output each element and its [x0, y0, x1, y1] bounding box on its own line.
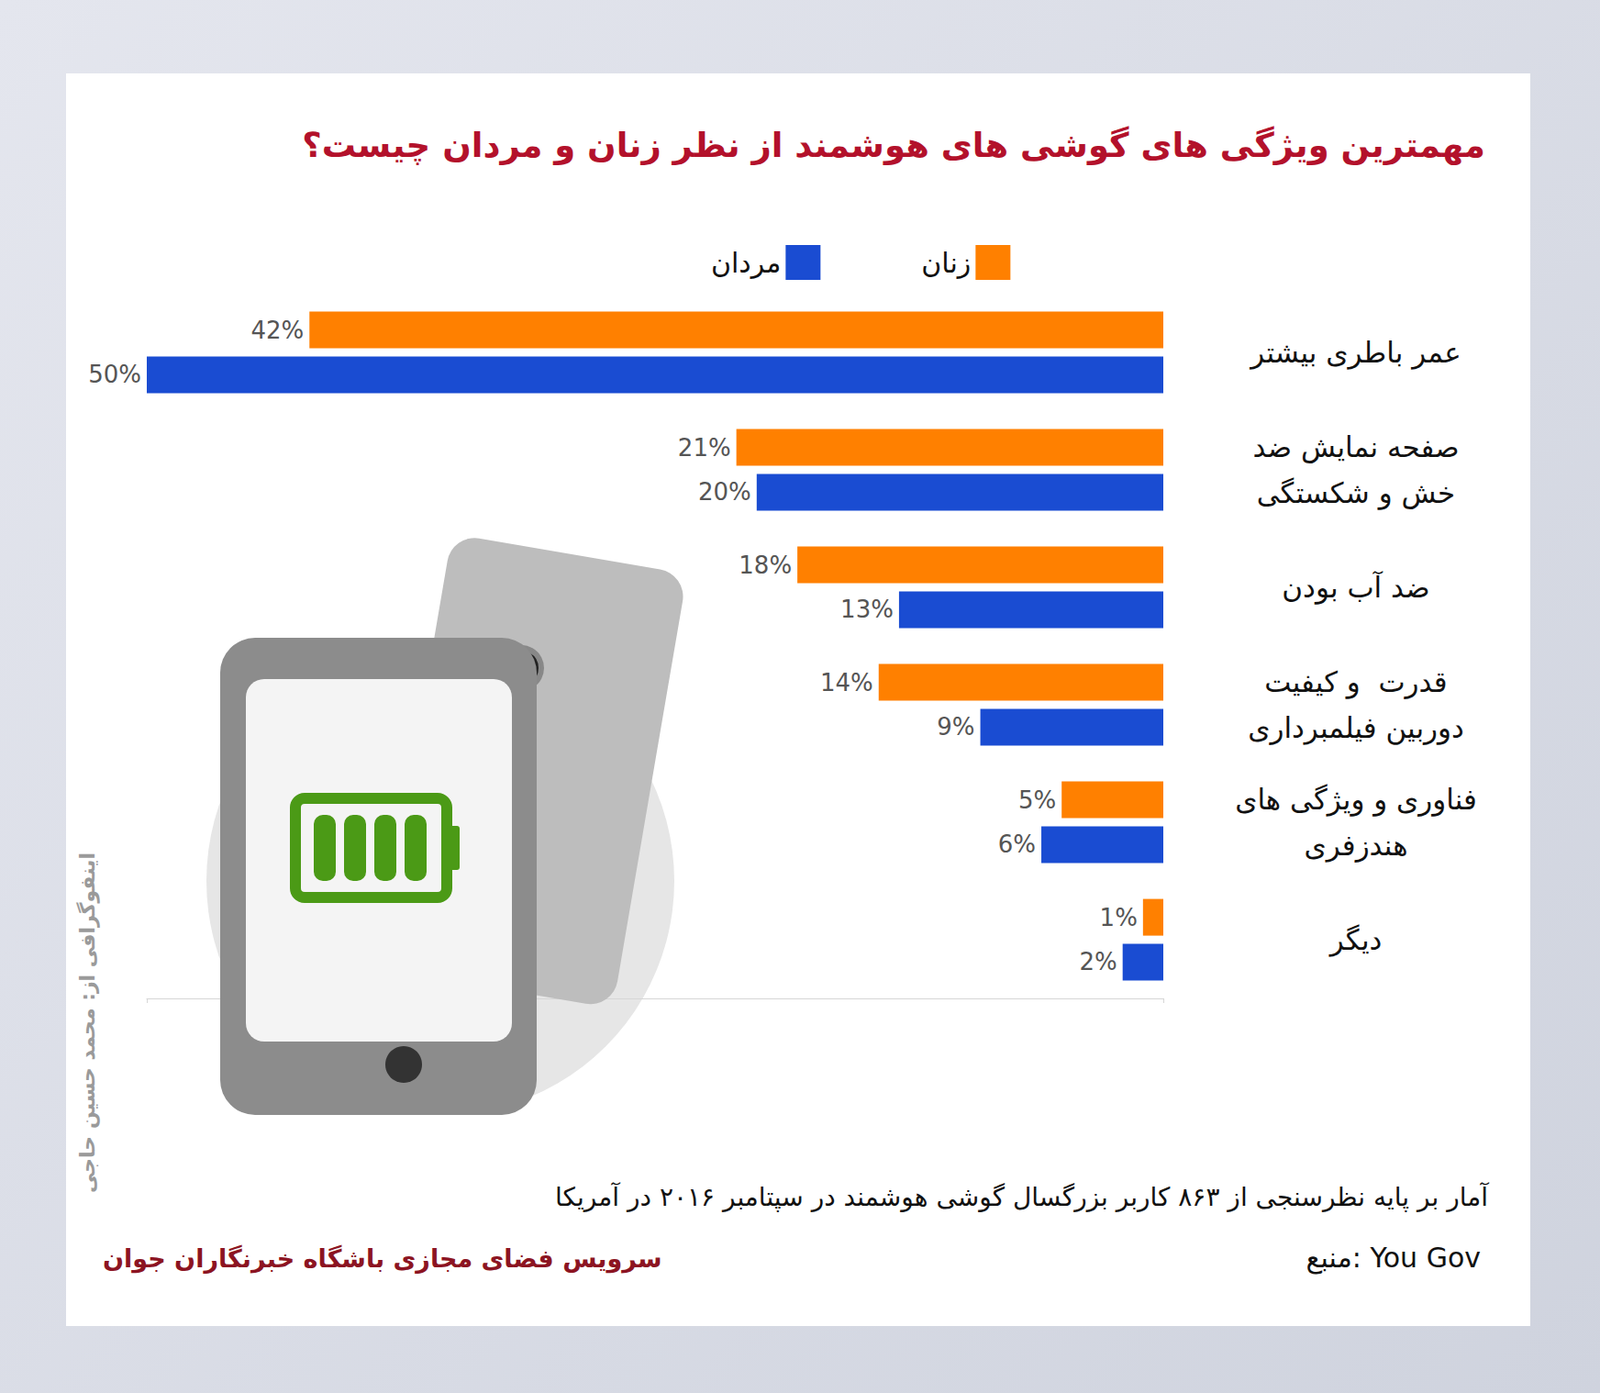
svg-text:هندزفری: هندزفری [1303, 828, 1408, 863]
svg-text:6%: 6% [998, 830, 1036, 858]
svg-text:صفحه نمایش ضد: صفحه نمایش ضد [1252, 430, 1459, 464]
svg-text:ضد آب بودن: ضد آب بودن [1281, 569, 1430, 605]
svg-text:مردان: مردان [711, 246, 781, 279]
svg-text:1%: 1% [1100, 903, 1138, 932]
svg-text:14%: 14% [820, 668, 874, 697]
svg-text:18%: 18% [738, 551, 792, 579]
svg-text:سرویس فضای مجازی باشگاه خبرنگا: سرویس فضای مجازی باشگاه خبرنگاران جوان [102, 1244, 663, 1274]
svg-text:5%: 5% [1018, 786, 1056, 814]
svg-text:50%: 50% [88, 360, 142, 389]
svg-text:20%: 20% [698, 477, 752, 506]
svg-text:آمار بر پایه نظرسنجی از ۸۶۳ کا: آمار بر پایه نظرسنجی از ۸۶۳ کاربر بزرگسا… [555, 1181, 1489, 1212]
svg-text:9%: 9% [936, 712, 975, 741]
svg-text:دوربین فیلمبرداری: دوربین فیلمبرداری [1247, 711, 1465, 745]
svg-text:قدرت و کیفیت: قدرت و کیفیت [1264, 665, 1447, 700]
svg-text:13%: 13% [840, 595, 894, 623]
svg-text:عمر باطری بیشتر: عمر باطری بیشتر [1248, 335, 1461, 370]
svg-text:اینفوگرافی از: محمد حسین حاجی: اینفوگرافی از: محمد حسین حاجی [75, 852, 100, 1193]
svg-text:مهمترین ویژگی های گوشی های هوش: مهمترین ویژگی های گوشی های هوشمند از نظر… [301, 125, 1486, 166]
svg-text:42%: 42% [250, 316, 304, 345]
svg-text:فناوری و ویژگی های: فناوری و ویژگی های [1234, 782, 1478, 817]
svg-text:منبع: You Gov: منبع: You Gov [1306, 1241, 1481, 1275]
svg-text:2%: 2% [1078, 947, 1117, 976]
svg-text:زنان: زنان [921, 246, 971, 279]
svg-text:خش و شکستگی: خش و شکستگی [1256, 476, 1456, 511]
svg-text:دیگر: دیگر [1328, 922, 1383, 957]
svg-text:21%: 21% [677, 433, 732, 462]
